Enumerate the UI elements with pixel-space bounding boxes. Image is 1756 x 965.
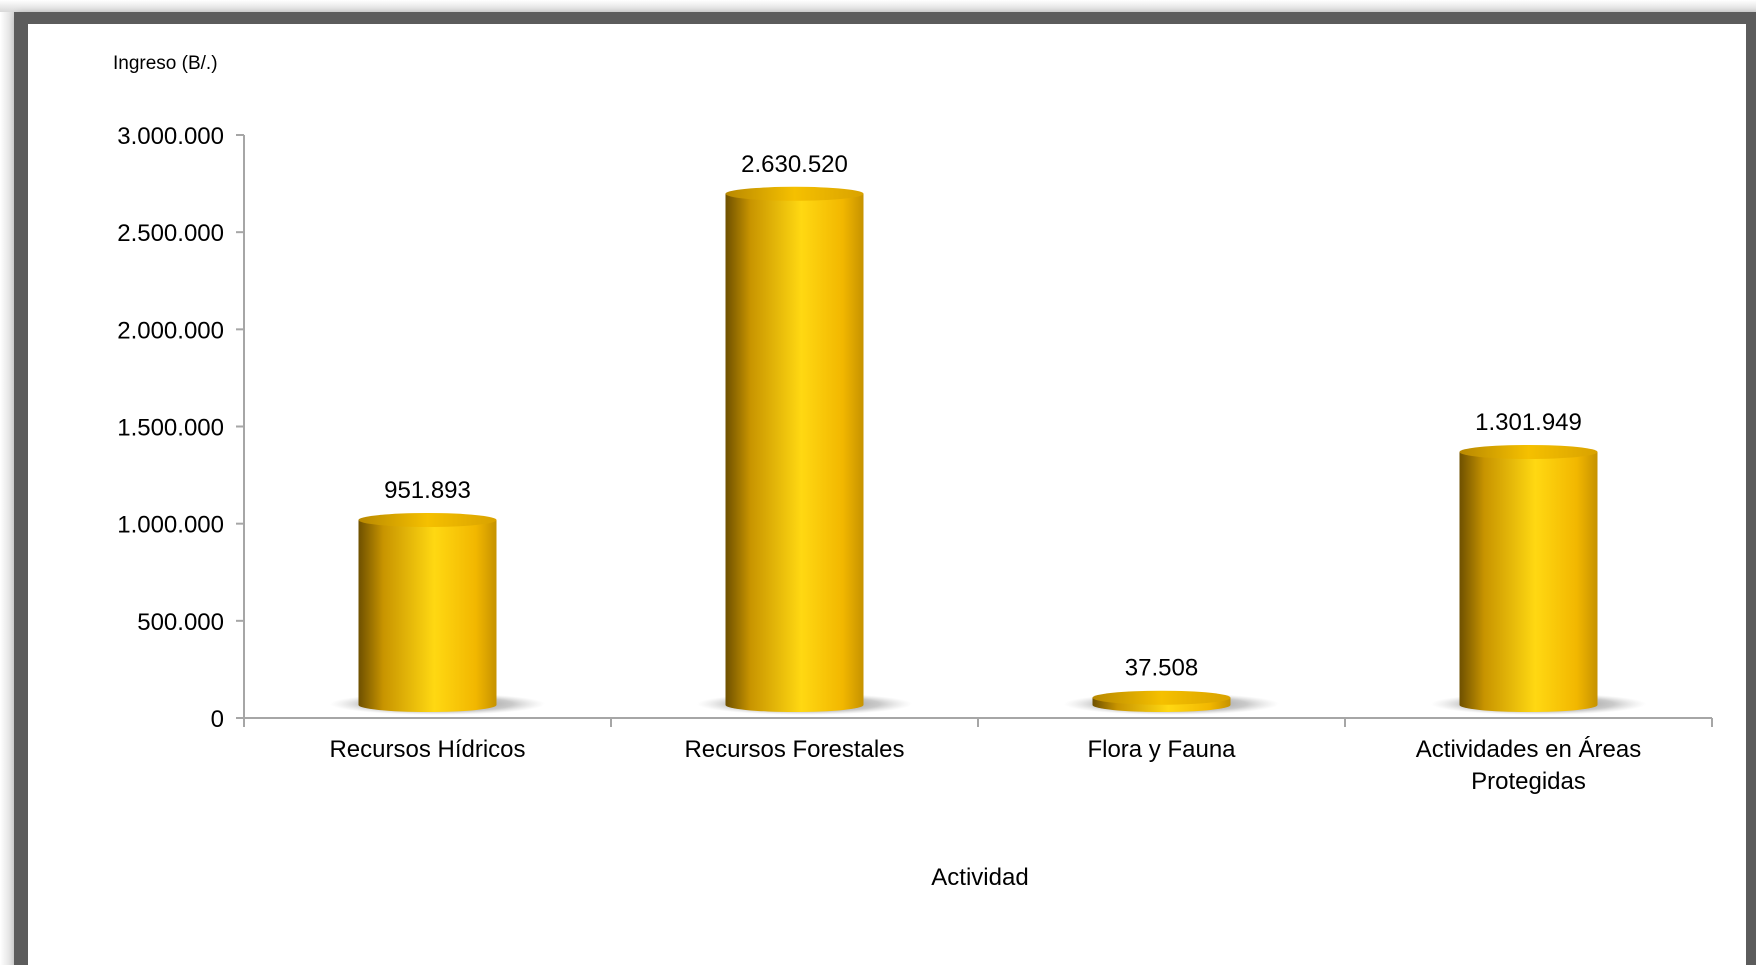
bar-body: [725, 193, 864, 713]
bar-cap: [725, 186, 864, 201]
bar-cap: [1092, 690, 1231, 705]
bar-data-label: 2.630.520: [741, 151, 848, 178]
bar-body: [358, 520, 497, 712]
bar: [358, 513, 497, 712]
y-tick-label: 2.500.000: [117, 220, 224, 247]
x-axis: Recursos Hídricos Recursos Forestales Flor…: [243, 717, 1713, 795]
y-axis: 0 500.000 1.000.000 1.500.000 2.000.000 2.500…: [117, 123, 245, 733]
bar-data-label: 951.893: [384, 477, 471, 504]
frame-shade-left: [0, 0, 14, 965]
x-tick-label: Recursos Hídricos: [329, 736, 525, 763]
bar-data-label: 1.301.949: [1475, 409, 1582, 436]
bar-data-label: 37.508: [1125, 655, 1198, 682]
x-axis-title: Actividad: [931, 864, 1028, 891]
bar-cap: [358, 513, 497, 528]
x-tick-label: Recursos Forestales: [684, 736, 904, 763]
x-tick-label: Actividades en Áreas Protegidas: [1416, 736, 1641, 795]
bar: [725, 186, 864, 713]
y-tick-label: 1.000.000: [117, 512, 224, 539]
bar-series: 951.893 2.630.520 37.508 1.301.949: [329, 151, 1647, 715]
y-tick-label: 3.000.000: [117, 123, 224, 150]
y-tick-label: 2.000.000: [117, 317, 224, 344]
frame-shade-top: [0, 0, 1756, 12]
x-tick-label: Flora y Fauna: [1087, 736, 1236, 763]
y-tick-label: 0: [211, 706, 224, 733]
y-axis-unit-label: Ingreso (B/.): [113, 53, 218, 74]
bar: [1092, 690, 1231, 712]
y-tick-label: 500.000: [137, 609, 224, 636]
bar: [1459, 444, 1598, 712]
bar-body: [1459, 451, 1598, 712]
y-tick-label: 1.500.000: [117, 415, 224, 442]
bar-cap: [1459, 444, 1598, 459]
